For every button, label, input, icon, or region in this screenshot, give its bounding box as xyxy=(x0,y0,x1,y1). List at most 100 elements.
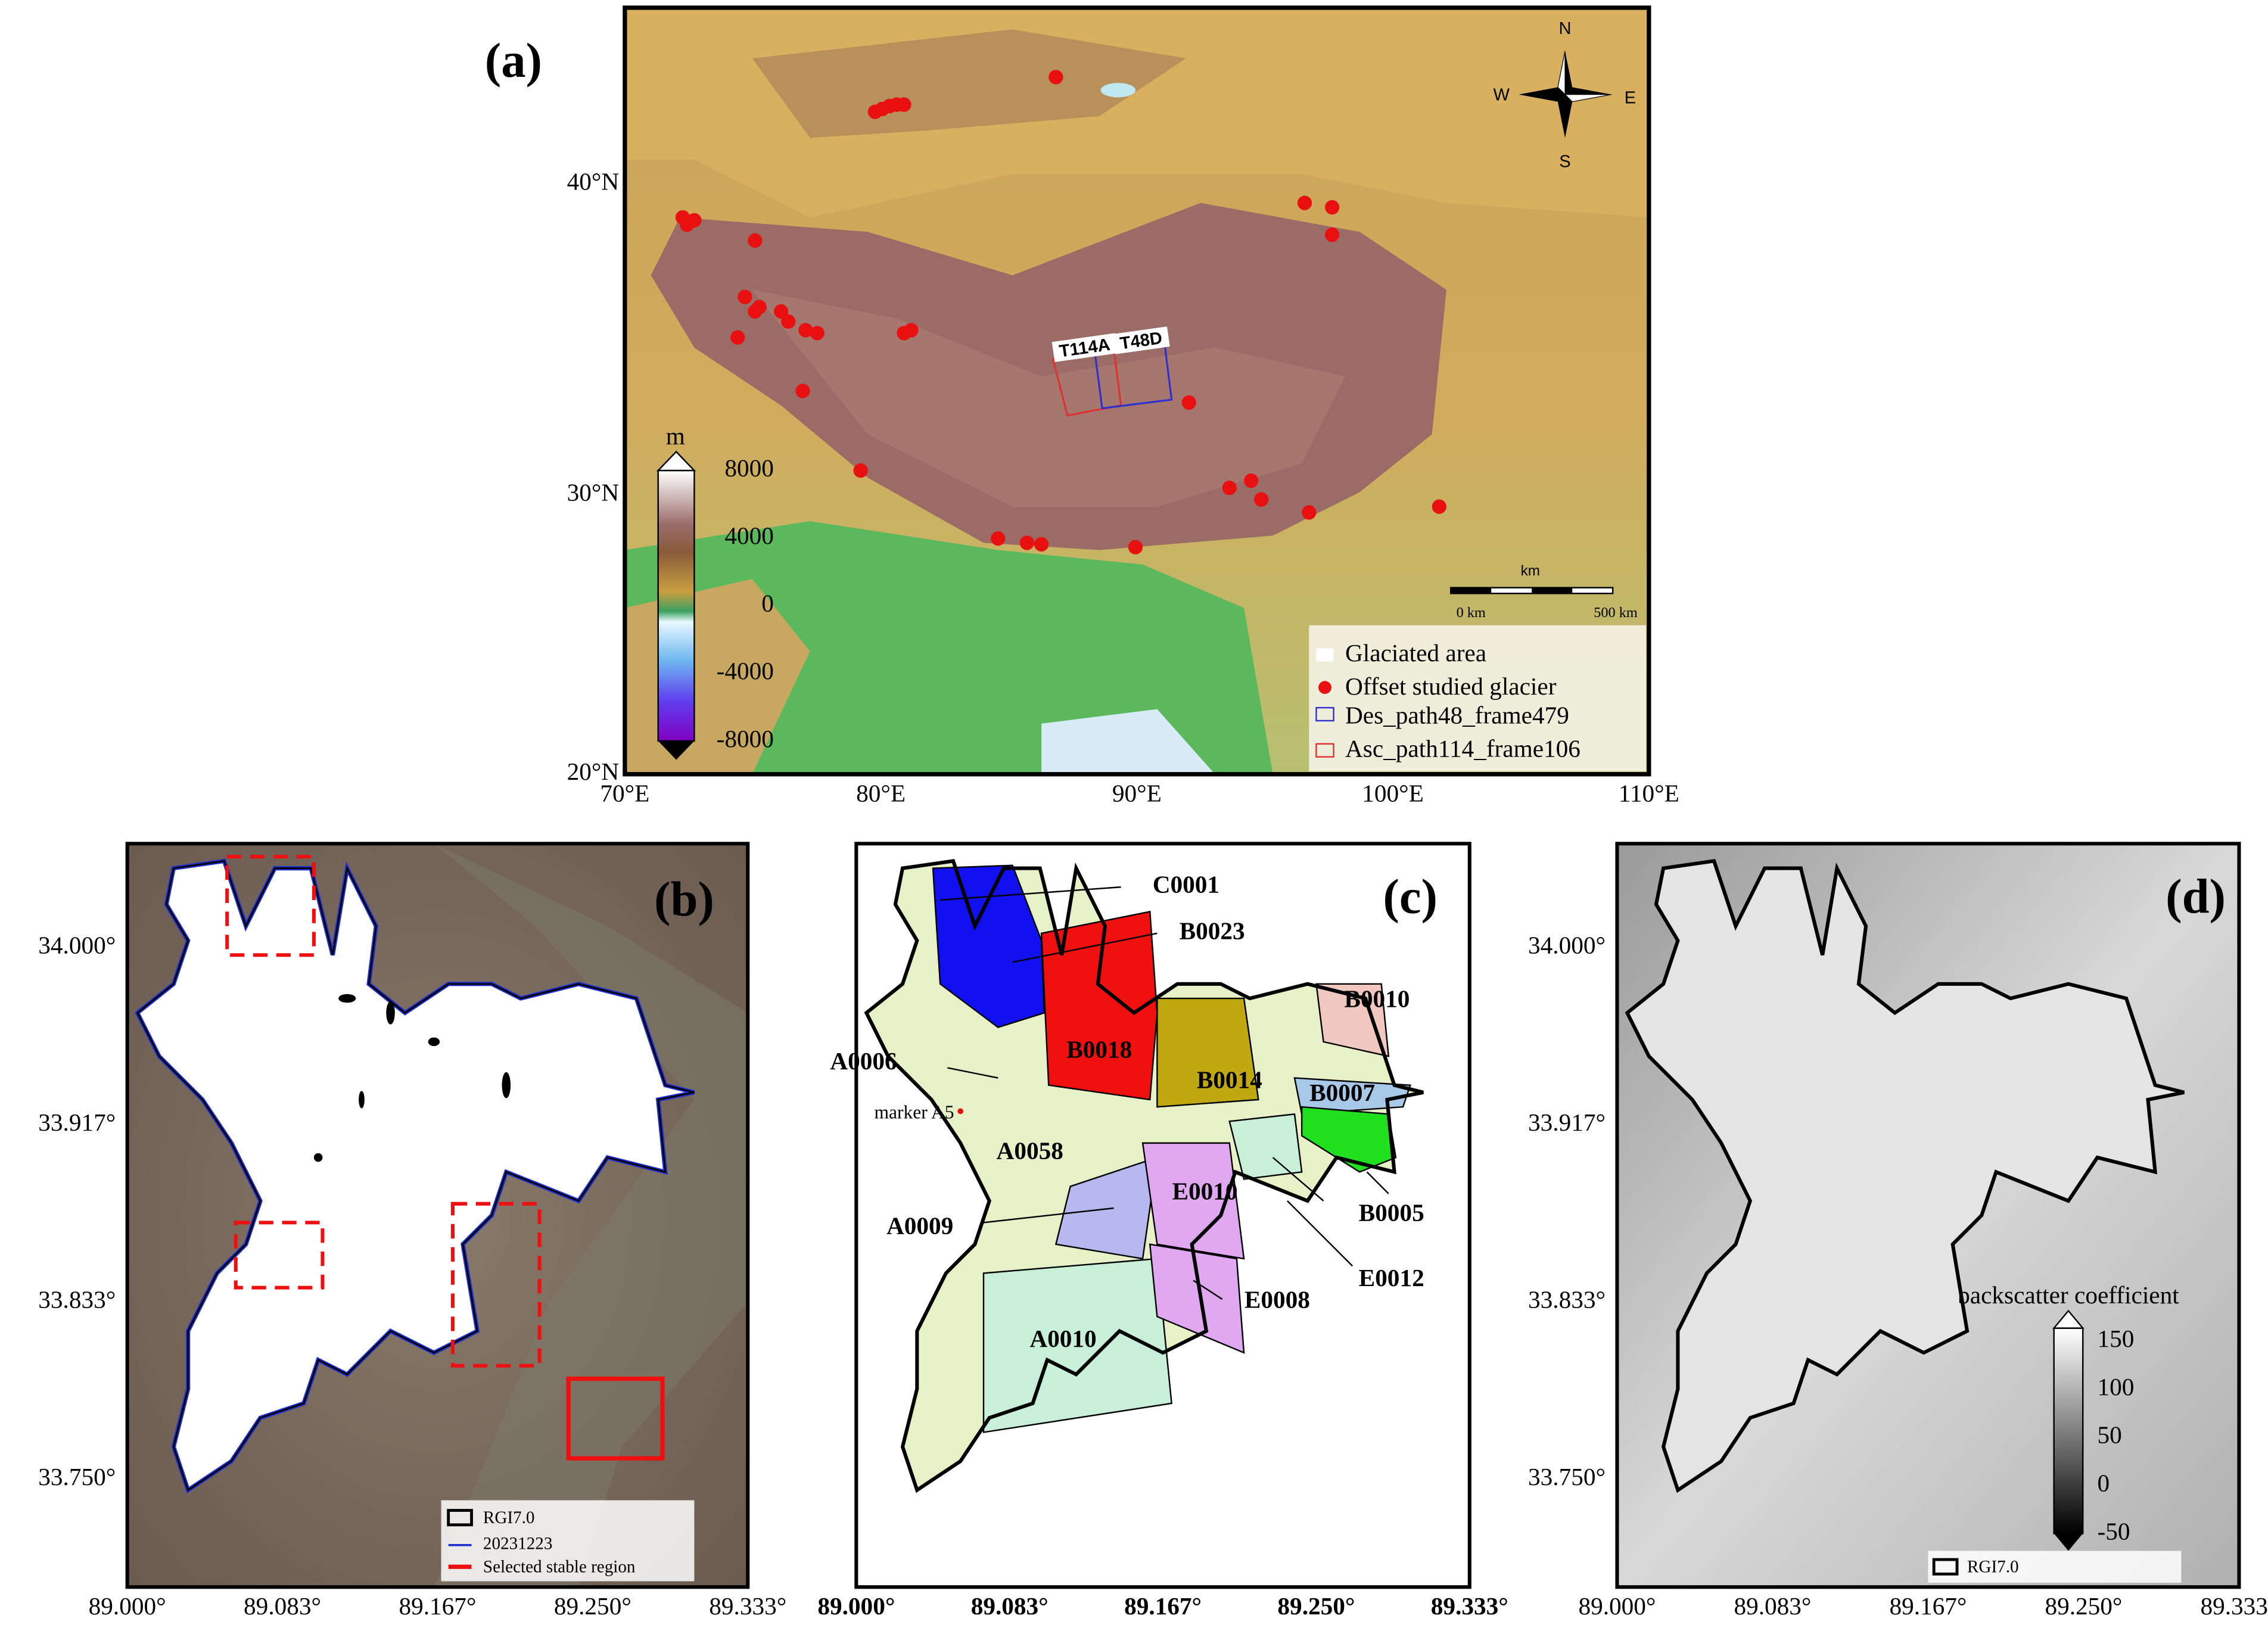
x-ticks: 70°E 80°E 90°E 100°E 110°E xyxy=(600,780,1679,807)
map-frame xyxy=(854,842,1471,1589)
glacier-dot xyxy=(748,233,763,248)
glacier-label: B0010 xyxy=(1344,985,1410,1012)
compass-e: E xyxy=(1625,89,1636,108)
glacier-dot xyxy=(1244,473,1259,488)
x-tick-label: 89.167° xyxy=(399,1592,476,1620)
y-tick-label: 20°N xyxy=(567,758,620,785)
colorbar-tick-label: 8000 xyxy=(724,454,774,481)
glacier-label: E0012 xyxy=(1359,1264,1424,1291)
stable-region xyxy=(234,1221,325,1290)
glacier-dot xyxy=(1254,492,1269,507)
x-tick-label: 90°E xyxy=(1112,780,1162,807)
glacier-dot xyxy=(810,326,825,341)
x-tick-label: 89.083° xyxy=(1734,1592,1811,1620)
glacier-label: A0010 xyxy=(1029,1325,1096,1352)
leader-lines xyxy=(940,886,1389,1300)
sea xyxy=(1041,709,1215,774)
panel-label: (b) xyxy=(654,871,714,926)
compass xyxy=(1519,51,1611,138)
x-tick-label: 89.333° xyxy=(709,1592,786,1620)
glacier-label: E0010 xyxy=(1172,1177,1237,1204)
panel-c: marker A5 C0001 B0023 B0010 A0006 B0018 B0014… xyxy=(830,842,1471,1589)
glacier-label: B0014 xyxy=(1197,1066,1262,1093)
x-tick-label: 89.000° xyxy=(89,1592,166,1620)
legend-label: Selected stable region xyxy=(483,1557,636,1576)
legend-label: Asc_path114_frame106 xyxy=(1345,734,1581,762)
glacier-dot xyxy=(991,531,1006,546)
glacier-label: A0006 xyxy=(830,1047,897,1075)
colorbar-ticks: 150 100 50 0 -50 xyxy=(2098,1325,2135,1545)
glacier-label: B0005 xyxy=(1359,1199,1424,1227)
legend-swatch xyxy=(1316,648,1334,662)
x-tick-label: 89.000° xyxy=(817,1592,895,1620)
legend-box xyxy=(1309,625,1646,771)
y-tick-label: 33.917° xyxy=(38,1109,116,1136)
track-label-bg xyxy=(1051,333,1118,362)
nunataks xyxy=(313,994,511,1162)
glacier-dot xyxy=(795,384,810,399)
stable-region xyxy=(566,1376,665,1461)
map-frame xyxy=(125,842,750,1589)
y-tick-label: 33.750° xyxy=(1528,1463,1606,1490)
glacier-dot xyxy=(1297,195,1312,210)
legend-swatch xyxy=(1315,743,1334,758)
glacier-dot xyxy=(738,290,752,304)
x-tick-label: 89.250° xyxy=(2045,1592,2122,1620)
y-tick-label: 33.750° xyxy=(38,1463,116,1490)
glacier-dot xyxy=(1324,200,1340,215)
compass-s: S xyxy=(1559,152,1570,171)
y-tick-label: 33.917° xyxy=(1528,1109,1606,1136)
glacier-label: B0018 xyxy=(1066,1035,1132,1063)
legend-swatch xyxy=(447,1509,473,1527)
x-tick-label: 89.250° xyxy=(554,1592,631,1620)
scale-label: 500 km xyxy=(1594,605,1638,621)
legend-box xyxy=(1928,1551,2182,1583)
colorbar-arrow xyxy=(2054,1533,2083,1551)
marker-label: marker A5 xyxy=(874,1102,954,1123)
glacier-dot xyxy=(781,314,796,329)
glacier-dot xyxy=(752,300,767,315)
glacier-label: C0001 xyxy=(1153,871,1219,898)
colorbar-tick-label: -50 xyxy=(2098,1517,2130,1545)
legend-swatch xyxy=(1318,681,1331,694)
glacier-dot xyxy=(897,97,911,112)
colorbar-arrow xyxy=(658,740,695,760)
glacier-dot xyxy=(1128,540,1143,555)
legend-label: RGI7.0 xyxy=(483,1508,535,1527)
colorbar-ticks: 8000 4000 0 -4000 -8000 xyxy=(717,454,774,752)
glacier-dots xyxy=(675,70,1446,555)
glacier-label: A0058 xyxy=(997,1137,1063,1164)
y-tick-label: 30°N xyxy=(567,479,620,506)
glacier-dot xyxy=(1324,227,1340,242)
x-tick-label: 80°E xyxy=(856,780,906,807)
legend-label: Des_path48_frame479 xyxy=(1345,702,1569,729)
x-tick-label: 89.083° xyxy=(244,1592,321,1620)
y-tick-label: 33.833° xyxy=(1528,1285,1606,1313)
glacier-dot xyxy=(1432,499,1446,514)
colorbar xyxy=(657,469,695,742)
scale-bar xyxy=(1450,587,1614,594)
glacier-dot xyxy=(773,304,789,319)
legend-box xyxy=(441,1500,695,1582)
marker-point xyxy=(957,1108,964,1115)
glacier-labels: C0001 B0023 B0010 A0006 B0018 B0014 B0007 A0058… xyxy=(830,871,1424,1352)
panel-label: (d) xyxy=(2166,869,2226,923)
colorbar-arrow xyxy=(2052,1309,2085,1329)
colorbar-tick-label: 0 xyxy=(2098,1470,2110,1497)
map-frame xyxy=(623,5,1651,777)
glacier-dot xyxy=(730,330,745,345)
lowland xyxy=(624,521,1273,774)
compass-w: W xyxy=(1493,86,1510,105)
glacier-outlines xyxy=(932,864,1411,1433)
glacier-dot xyxy=(1302,505,1317,520)
glacier-dot xyxy=(853,463,868,478)
x-tick-label: 89.333° xyxy=(2200,1592,2268,1620)
legend-label: Glaciated area xyxy=(1345,639,1486,667)
glacier-label: B0007 xyxy=(1309,1079,1375,1106)
terrain xyxy=(434,843,748,1587)
x-tick-label: 70°E xyxy=(600,780,649,807)
x-tick-label: 89.000° xyxy=(1578,1592,1656,1620)
x-tick-label: 100°E xyxy=(1362,780,1424,807)
